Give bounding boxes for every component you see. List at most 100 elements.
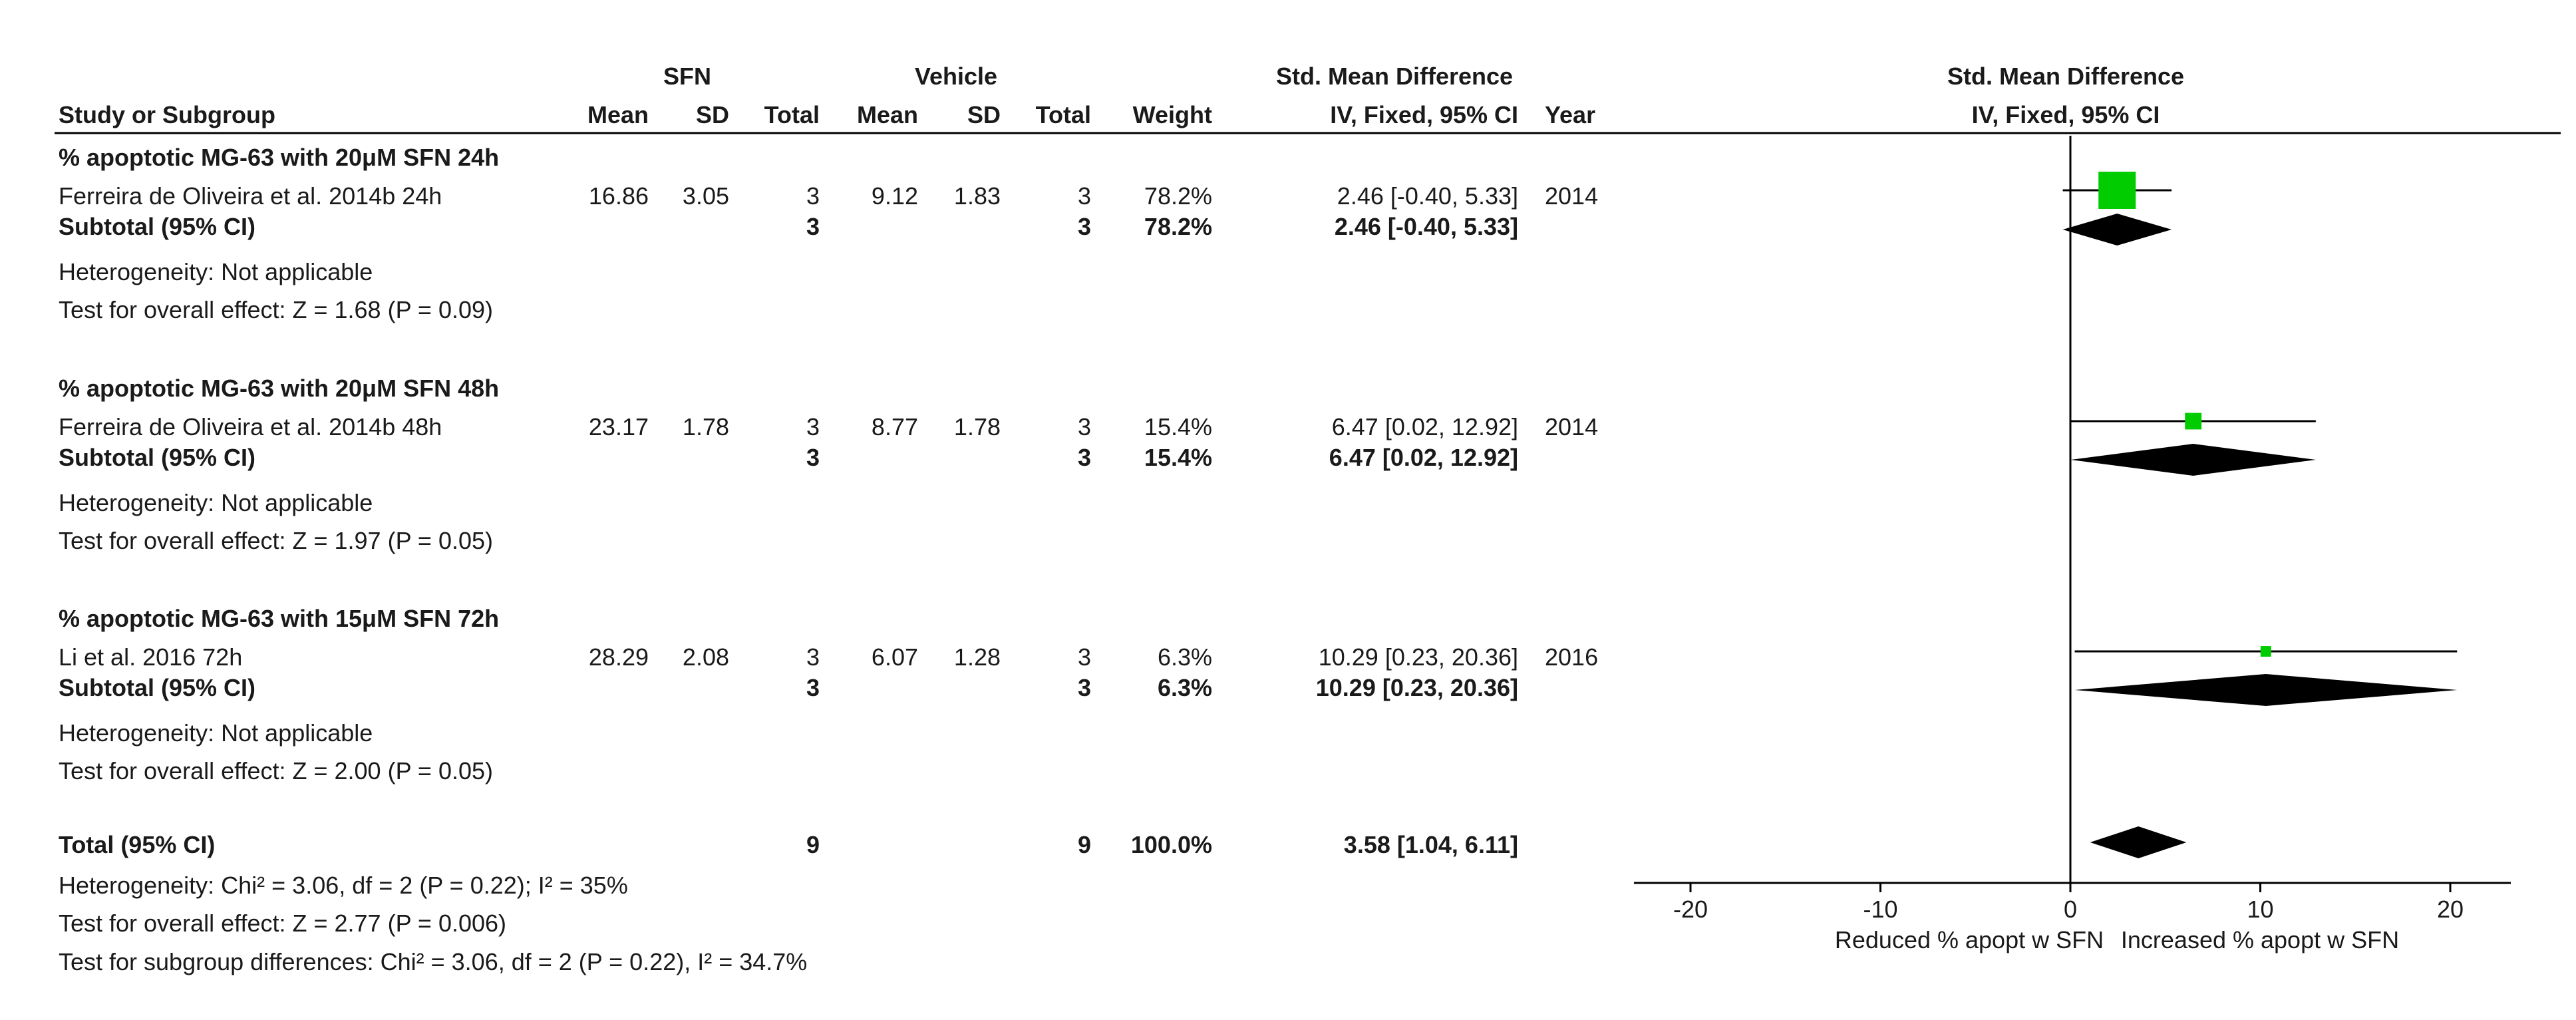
study-sd2: 1.28 <box>954 643 1001 671</box>
subgroup-3: % apoptotic MG-63 with 15μM SFN 72h Li e… <box>59 605 1598 784</box>
x-tick-label: 0 <box>2064 896 2077 923</box>
subtotal-n2: 3 <box>1078 213 1091 240</box>
study-sd2: 1.83 <box>954 182 1001 210</box>
subgroup-differences: Test for subgroup differences: Chi² = 3.… <box>59 948 807 975</box>
study-year: 2014 <box>1545 413 1598 440</box>
chart-marks <box>2062 172 2458 858</box>
study-n1: 3 <box>806 643 820 671</box>
study-sd1: 3.05 <box>683 182 729 210</box>
subtotal-n2: 3 <box>1078 674 1091 701</box>
study-col-header: Study or Subgroup <box>59 101 275 128</box>
mean1-header: Mean <box>587 101 649 128</box>
axis-left-label: Reduced % apopt w SFN <box>1835 926 2104 953</box>
x-tick-label: 20 <box>2437 896 2464 923</box>
study-weight: 15.4% <box>1144 413 1212 440</box>
study-weight: 78.2% <box>1144 182 1212 210</box>
total1-header: Total <box>764 101 820 128</box>
study-sd1: 2.08 <box>683 643 729 671</box>
overall-effect-text: Test for overall effect: Z = 1.97 (P = 0… <box>59 527 493 554</box>
study-ci: 6.47 [0.02, 12.92] <box>1332 413 1518 440</box>
study-ci: 2.46 [-0.40, 5.33] <box>1337 182 1518 210</box>
total-diamond <box>2090 826 2187 858</box>
total-heterogeneity: Heterogeneity: Chi² = 3.06, df = 2 (P = … <box>59 872 628 899</box>
subtotal-ci: 2.46 [-0.40, 5.33] <box>1335 213 1518 240</box>
study-year: 2016 <box>1545 643 1598 671</box>
subgroup-1: % apoptotic MG-63 with 20μM SFN 24h Ferr… <box>59 144 1598 323</box>
x-axis-ticks: -20 -10 0 10 20 <box>1673 883 2464 923</box>
study-marker <box>2185 413 2202 430</box>
year-header: Year <box>1545 101 1595 128</box>
subtotal-ci: 10.29 [0.23, 20.36] <box>1316 674 1518 701</box>
subtotal-diamond <box>2070 444 2316 476</box>
heterogeneity-text: Heterogeneity: Not applicable <box>59 719 373 747</box>
study-sd1: 1.78 <box>683 413 729 440</box>
overall-effect-text: Test for overall effect: Z = 1.68 (P = 0… <box>59 296 493 323</box>
table-header: SFN Vehicle Std. Mean Difference Study o… <box>59 63 2184 128</box>
total-section: Total (95% CI) 9 9 100.0% 3.58 [1.04, 6.… <box>59 831 1518 975</box>
heterogeneity-text: Heterogeneity: Not applicable <box>59 489 373 516</box>
x-tick-label: -10 <box>1863 896 1897 923</box>
subtotal-n2: 3 <box>1078 444 1091 471</box>
study-mean1: 16.86 <box>589 182 649 210</box>
sd2-header: SD <box>967 101 1001 128</box>
subtotal-label: Subtotal (95% CI) <box>59 213 255 240</box>
sd1-header: SD <box>696 101 729 128</box>
axis-right-label: Increased % apopt w SFN <box>2121 926 2399 953</box>
study-year: 2014 <box>1545 182 1598 210</box>
study-n1: 3 <box>806 182 820 210</box>
total-n1: 9 <box>806 831 820 858</box>
study-ci: 10.29 [0.23, 20.36] <box>1319 643 1518 671</box>
plot-area: -20 -10 0 10 20 Reduced % apopt w SFN Increa… <box>1634 136 2511 953</box>
study-n2: 3 <box>1078 182 1091 210</box>
subtotal-diamond <box>2062 214 2172 246</box>
total-weight: 100.0% <box>1131 831 1212 858</box>
study-mean1: 28.29 <box>589 643 649 671</box>
group1-label: SFN <box>663 63 711 90</box>
study-mean1: 23.17 <box>589 413 649 440</box>
subtotal-label: Subtotal (95% CI) <box>59 444 255 471</box>
study-name: Ferreira de Oliveira et al. 2014b 24h <box>59 182 442 210</box>
study-marker <box>2260 646 2271 657</box>
total-label: Total (95% CI) <box>59 831 215 858</box>
subgroup-title: % apoptotic MG-63 with 20μM SFN 48h <box>59 375 499 402</box>
x-tick-label: -20 <box>1673 896 1708 923</box>
subtotal-weight: 15.4% <box>1144 444 1212 471</box>
total-n2: 9 <box>1078 831 1091 858</box>
effect-title: Std. Mean Difference <box>1276 63 1513 90</box>
method-header: IV, Fixed, 95% CI <box>1330 101 1518 128</box>
subtotal-n1: 3 <box>806 444 820 471</box>
subtotal-diamond <box>2074 674 2458 706</box>
plot-method: IV, Fixed, 95% CI <box>1972 101 2160 128</box>
study-mean2: 6.07 <box>872 643 918 671</box>
subtotal-label: Subtotal (95% CI) <box>59 674 255 701</box>
subtotal-weight: 78.2% <box>1144 213 1212 240</box>
study-n2: 3 <box>1078 413 1091 440</box>
overall-effect-text: Test for overall effect: Z = 2.00 (P = 0… <box>59 757 493 784</box>
study-weight: 6.3% <box>1158 643 1212 671</box>
subgroup-title: % apoptotic MG-63 with 20μM SFN 24h <box>59 144 499 171</box>
subgroup-2: % apoptotic MG-63 with 20μM SFN 48h Ferr… <box>59 375 1598 554</box>
subgroup-title: % apoptotic MG-63 with 15μM SFN 72h <box>59 605 499 632</box>
study-n1: 3 <box>806 413 820 440</box>
subtotal-weight: 6.3% <box>1158 674 1212 701</box>
group2-label: Vehicle <box>915 63 997 90</box>
total-overall-effect: Test for overall effect: Z = 2.77 (P = 0… <box>59 910 506 937</box>
study-name: Ferreira de Oliveira et al. 2014b 48h <box>59 413 442 440</box>
plot-title: Std. Mean Difference <box>1947 63 2184 90</box>
study-mean2: 8.77 <box>872 413 918 440</box>
study-mean2: 9.12 <box>872 182 918 210</box>
weight-header: Weight <box>1133 101 1212 128</box>
study-sd2: 1.78 <box>954 413 1001 440</box>
heterogeneity-text: Heterogeneity: Not applicable <box>59 258 373 285</box>
total-ci: 3.58 [1.04, 6.11] <box>1344 831 1518 858</box>
study-n2: 3 <box>1078 643 1091 671</box>
study-marker <box>2098 172 2136 209</box>
subtotal-n1: 3 <box>806 213 820 240</box>
study-name: Li et al. 2016 72h <box>59 643 242 671</box>
mean2-header: Mean <box>857 101 918 128</box>
subtotal-ci: 6.47 [0.02, 12.92] <box>1329 444 1518 471</box>
x-tick-label: 10 <box>2247 896 2273 923</box>
subtotal-n1: 3 <box>806 674 820 701</box>
total2-header: Total <box>1036 101 1091 128</box>
